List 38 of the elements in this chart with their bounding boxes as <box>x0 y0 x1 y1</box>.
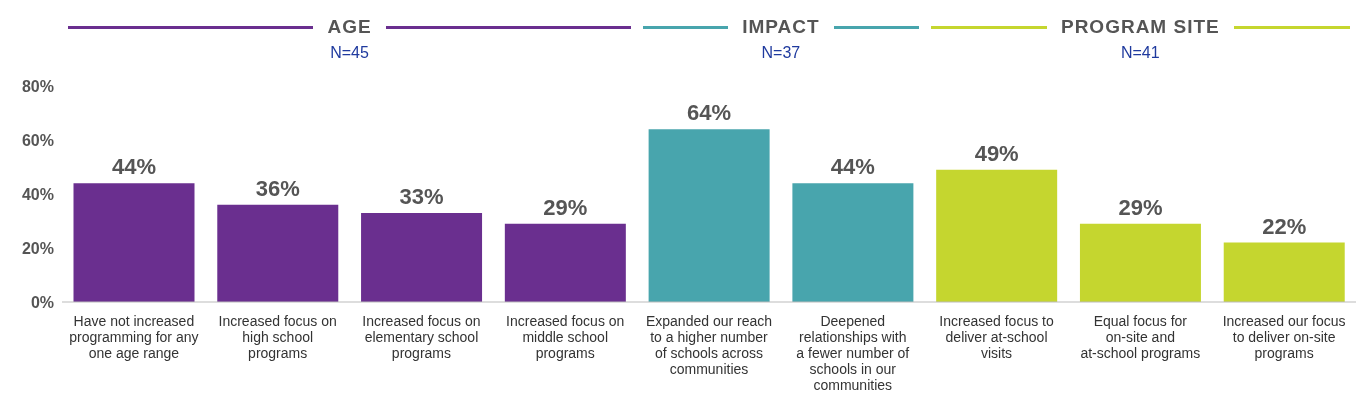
y-tick-label: 20% <box>21 239 54 257</box>
bar <box>936 169 1058 302</box>
data-label: 49% <box>974 140 1019 166</box>
x-tick-label: Increased focus on elementary school programs <box>362 313 481 361</box>
x-tick-label: Expanded our reach to a higher number of schools across communities <box>645 313 773 377</box>
data-label: 29% <box>543 194 588 220</box>
x-tick-label: Increased focus on high school programs <box>218 313 337 361</box>
x-tick-label: Increased focus on middle school programs <box>506 313 625 361</box>
text: IMPACT <box>741 16 821 38</box>
bar <box>504 223 626 302</box>
data-label: 44% <box>111 154 157 180</box>
text: N=41 <box>1119 44 1161 62</box>
y-tick-label: 0% <box>30 293 54 311</box>
bar <box>648 129 770 302</box>
y-tick-label: 80% <box>21 77 54 95</box>
bar <box>792 183 914 302</box>
data-label: 44% <box>830 154 875 180</box>
x-tick-label: Deepened relationships with a fewer number of schools in our communities <box>796 313 910 393</box>
bar <box>1223 242 1345 302</box>
text: N=37 <box>760 44 802 62</box>
text: AGE <box>326 16 373 38</box>
data-label: 22% <box>1262 213 1307 239</box>
bar <box>73 183 195 302</box>
x-tick-label: Increased our focus to deliver on-site programs <box>1222 313 1346 361</box>
bar <box>217 204 339 302</box>
data-label: 33% <box>399 183 444 209</box>
bar <box>1079 223 1201 302</box>
y-tick-label: 60% <box>21 131 54 149</box>
data-label: 36% <box>255 175 300 201</box>
y-tick-label: 40% <box>21 185 54 203</box>
data-label: 64% <box>687 100 732 126</box>
x-tick-label: Increased focus to deliver at-school visits <box>939 313 1054 361</box>
text: PROGRAM SITE <box>1059 16 1221 38</box>
x-tick-label: Have not increased programming for any one age range <box>69 313 199 361</box>
text: N=45 <box>329 44 370 62</box>
bar <box>361 212 483 302</box>
data-label: 29% <box>1118 194 1163 220</box>
x-tick-label: Equal focus for on-site and at-school programs <box>1080 313 1201 361</box>
